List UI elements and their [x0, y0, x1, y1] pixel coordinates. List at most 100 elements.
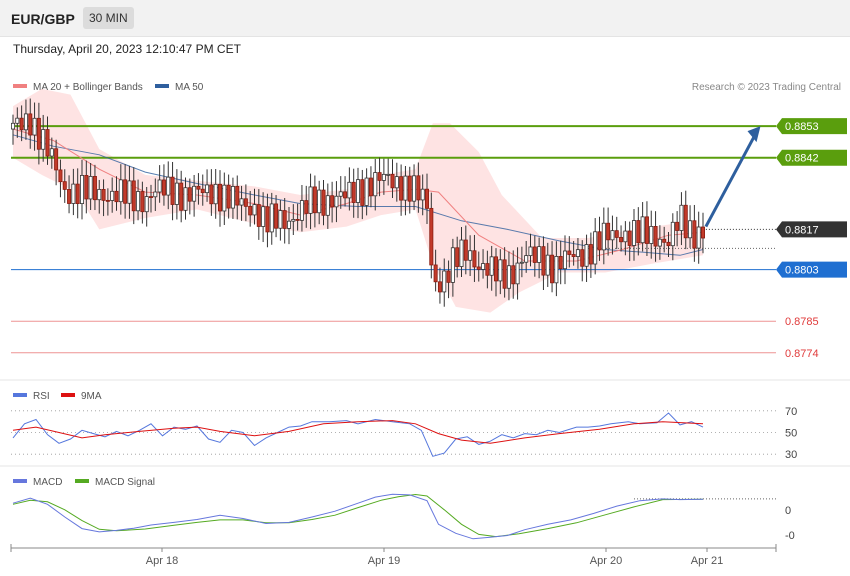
candle: [187, 187, 192, 202]
candle: [157, 179, 162, 193]
candle: [295, 219, 300, 221]
candle: [148, 196, 153, 198]
candle: [312, 186, 317, 214]
candle: [347, 181, 352, 199]
candle: [433, 264, 438, 283]
x-axis-tick-label: Apr 21: [691, 555, 723, 567]
candle: [131, 180, 136, 212]
candle: [123, 179, 128, 204]
candle: [118, 179, 123, 203]
candle: [640, 216, 645, 244]
candle: [196, 185, 201, 190]
candle: [235, 186, 240, 206]
rsi-ma9-line: [12, 420, 704, 444]
candle: [381, 173, 386, 181]
candle: [541, 246, 546, 276]
candle: [407, 175, 412, 202]
candle: [537, 246, 542, 263]
candle: [442, 270, 447, 293]
candle: [377, 172, 382, 181]
x-axis-tick-label: Apr 19: [368, 555, 400, 567]
symbol-label: EUR/GBP: [11, 11, 75, 27]
candle: [360, 179, 365, 206]
price-tag: [776, 221, 847, 238]
candle: [662, 238, 667, 243]
candle: [424, 188, 429, 209]
candle: [550, 254, 555, 284]
candle: [610, 230, 615, 241]
candle: [683, 204, 688, 239]
macd-line: [12, 493, 704, 540]
candle: [58, 169, 63, 183]
candle: [450, 247, 455, 283]
candle: [278, 210, 283, 229]
candle: [261, 206, 266, 227]
candle: [649, 225, 654, 244]
candle: [291, 219, 296, 222]
candle: [49, 148, 54, 157]
candle: [468, 250, 473, 261]
candle: [511, 265, 516, 285]
candle: [343, 191, 348, 199]
candle: [584, 244, 589, 267]
candle: [472, 250, 477, 268]
x-axis-tick-label: Apr 18: [146, 555, 178, 567]
candle: [80, 174, 85, 204]
candle: [476, 266, 481, 270]
candle: [334, 195, 339, 208]
level-label: 0.8842: [785, 153, 819, 165]
candle: [489, 256, 494, 276]
candle: [222, 184, 227, 212]
candle: [308, 186, 313, 214]
candle: [545, 254, 550, 276]
candle: [217, 183, 222, 212]
candle: [632, 220, 637, 246]
candle: [575, 249, 580, 257]
macd-tick-label: 0: [785, 505, 791, 517]
candle: [174, 182, 179, 205]
candle: [386, 173, 391, 176]
candle: [62, 181, 67, 190]
timeframe-button[interactable]: 30 MIN: [83, 7, 134, 29]
candle: [502, 259, 507, 289]
candle: [88, 176, 93, 200]
candle: [580, 249, 585, 267]
candle: [588, 244, 593, 265]
candle: [274, 203, 279, 229]
macd-legend-label: MACD: [33, 477, 62, 488]
macd-panel: 0 -0: [12, 493, 795, 542]
candle: [364, 177, 369, 206]
candle: [252, 204, 257, 216]
candle: [105, 199, 110, 202]
candle: [153, 191, 158, 198]
candle: [136, 191, 141, 212]
candle: [463, 239, 468, 261]
signal-legend-swatch: [75, 479, 89, 483]
rsi-tick-label: 70: [785, 406, 797, 418]
candle: [614, 230, 619, 238]
candle: [524, 255, 529, 263]
candle: [666, 241, 671, 247]
candle: [597, 231, 602, 251]
candle: [32, 117, 37, 136]
candle: [446, 270, 451, 283]
candle: [282, 210, 287, 229]
candle: [606, 222, 611, 241]
forecast-arrow-line: [704, 131, 758, 228]
candle: [84, 174, 89, 200]
candle: [515, 262, 520, 285]
candle: [330, 195, 335, 208]
candle: [170, 176, 175, 205]
candle: [23, 113, 28, 131]
candle: [351, 181, 356, 203]
candle: [101, 188, 106, 201]
candle: [230, 186, 235, 209]
macd-signal-line: [12, 493, 704, 538]
candle: [213, 183, 218, 205]
candle: [41, 129, 46, 150]
candle: [481, 263, 486, 270]
forecast-arrowhead: [747, 126, 761, 143]
candle: [127, 180, 132, 204]
candle: [317, 189, 322, 214]
candle: [692, 220, 697, 249]
